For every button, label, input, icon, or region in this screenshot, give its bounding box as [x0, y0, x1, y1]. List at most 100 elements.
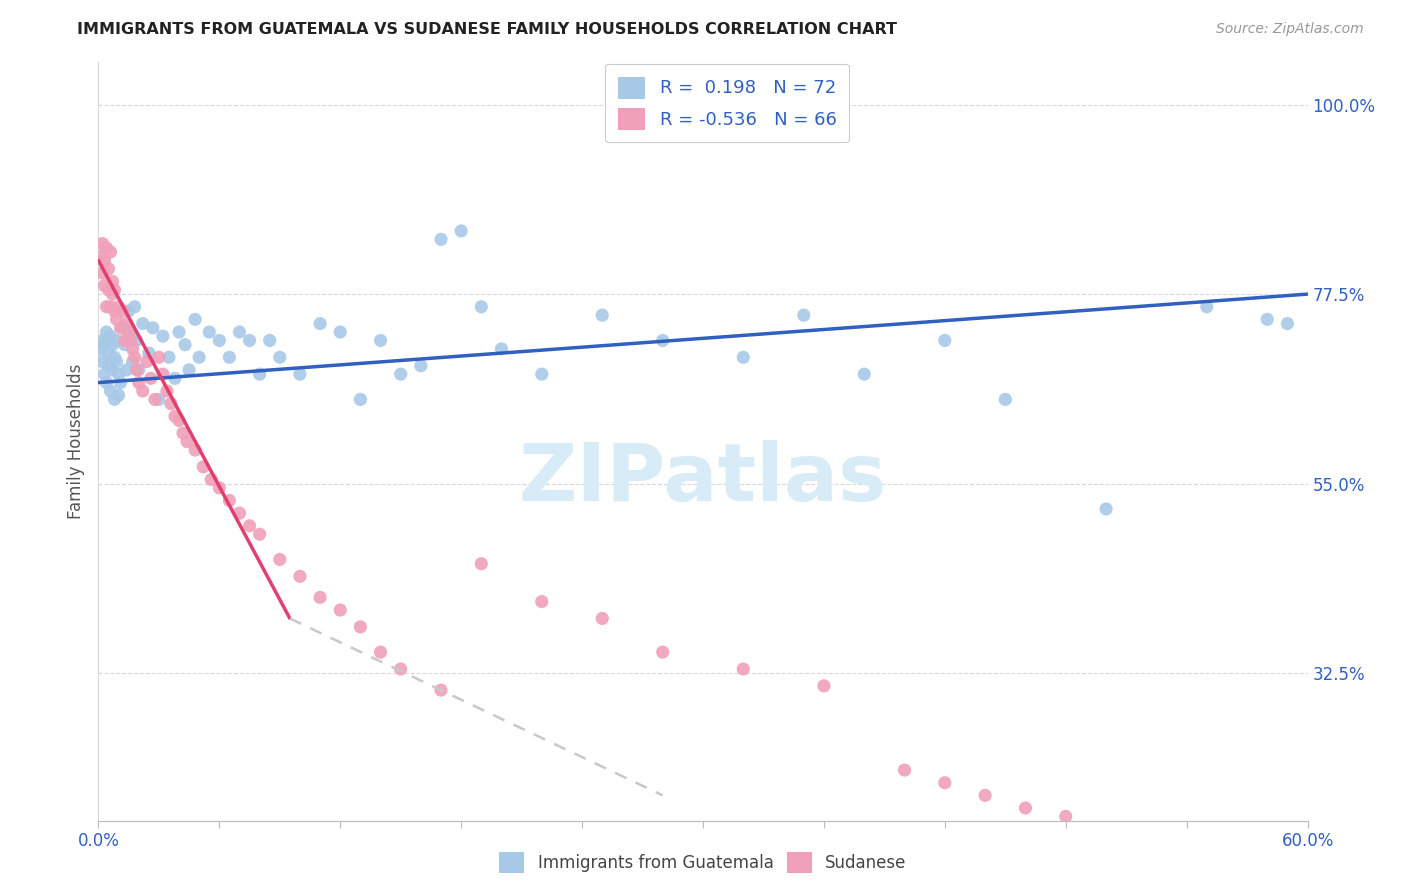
- Point: [200, 472, 222, 486]
- Point: [1277, 317, 1299, 331]
- Point: [93, 337, 115, 351]
- Point: [101, 337, 124, 351]
- Point: [97, 346, 120, 360]
- Point: [125, 363, 148, 377]
- Point: [249, 367, 271, 381]
- Point: [121, 342, 143, 356]
- Point: [269, 552, 291, 566]
- Point: [1256, 312, 1278, 326]
- Point: [733, 351, 755, 365]
- Point: [733, 662, 755, 676]
- Point: [107, 388, 129, 402]
- Point: [89, 342, 111, 356]
- Point: [157, 351, 180, 365]
- Point: [208, 334, 231, 348]
- Point: [184, 442, 207, 457]
- Point: [530, 367, 553, 381]
- Point: [470, 300, 492, 314]
- Point: [591, 308, 613, 322]
- Point: [389, 367, 412, 381]
- Point: [148, 351, 170, 365]
- Point: [470, 557, 492, 571]
- Point: [288, 367, 311, 381]
- Point: [105, 312, 128, 326]
- Point: [93, 278, 115, 293]
- Point: [124, 300, 146, 314]
- Y-axis label: Family Households: Family Households: [66, 364, 84, 519]
- Point: [103, 283, 125, 297]
- Point: [184, 312, 207, 326]
- Point: [1014, 801, 1036, 815]
- Point: [893, 763, 915, 777]
- Point: [853, 367, 876, 381]
- Point: [100, 244, 122, 259]
- Point: [138, 346, 160, 360]
- Point: [269, 351, 291, 365]
- Point: [239, 518, 262, 533]
- Point: [172, 426, 194, 441]
- Legend: Immigrants from Guatemala, Sudanese: Immigrants from Guatemala, Sudanese: [492, 846, 914, 880]
- Point: [103, 304, 125, 318]
- Point: [793, 308, 815, 322]
- Point: [114, 334, 136, 348]
- Point: [128, 363, 150, 377]
- Point: [110, 376, 132, 390]
- Point: [143, 392, 166, 407]
- Point: [118, 304, 141, 318]
- Point: [96, 300, 118, 314]
- Point: [591, 611, 613, 625]
- Point: [128, 376, 150, 390]
- Point: [125, 334, 148, 348]
- Point: [91, 334, 114, 348]
- Point: [218, 351, 240, 365]
- Point: [93, 253, 115, 268]
- Point: [491, 342, 513, 356]
- Point: [349, 620, 371, 634]
- Point: [974, 789, 997, 803]
- Point: [249, 527, 271, 541]
- Point: [167, 325, 190, 339]
- Point: [100, 384, 122, 398]
- Point: [651, 645, 673, 659]
- Point: [91, 236, 114, 251]
- Point: [813, 679, 835, 693]
- Point: [93, 367, 115, 381]
- Point: [103, 351, 125, 365]
- Point: [228, 506, 250, 520]
- Text: IMMIGRANTS FROM GUATEMALA VS SUDANESE FAMILY HOUSEHOLDS CORRELATION CHART: IMMIGRANTS FROM GUATEMALA VS SUDANESE FA…: [77, 22, 897, 37]
- Point: [101, 363, 124, 377]
- Point: [110, 320, 132, 334]
- Point: [309, 317, 332, 331]
- Point: [156, 384, 179, 398]
- Point: [309, 591, 332, 605]
- Point: [101, 287, 124, 301]
- Point: [228, 325, 250, 339]
- Point: [152, 367, 174, 381]
- Point: [994, 392, 1017, 407]
- Point: [430, 683, 453, 698]
- Point: [115, 317, 138, 331]
- Point: [430, 232, 453, 246]
- Point: [1195, 300, 1218, 314]
- Point: [111, 304, 134, 318]
- Point: [91, 354, 114, 368]
- Point: [105, 334, 128, 348]
- Point: [174, 337, 197, 351]
- Point: [651, 334, 673, 348]
- Point: [100, 329, 122, 343]
- Point: [934, 775, 956, 790]
- Point: [163, 409, 186, 424]
- Point: [1095, 502, 1118, 516]
- Point: [389, 662, 412, 676]
- Point: [329, 603, 352, 617]
- Point: [103, 392, 125, 407]
- Point: [188, 351, 211, 365]
- Point: [97, 261, 120, 276]
- Point: [107, 367, 129, 381]
- Point: [132, 317, 155, 331]
- Point: [124, 351, 146, 365]
- Point: [218, 493, 240, 508]
- Point: [115, 363, 138, 377]
- Point: [135, 354, 157, 368]
- Point: [288, 569, 311, 583]
